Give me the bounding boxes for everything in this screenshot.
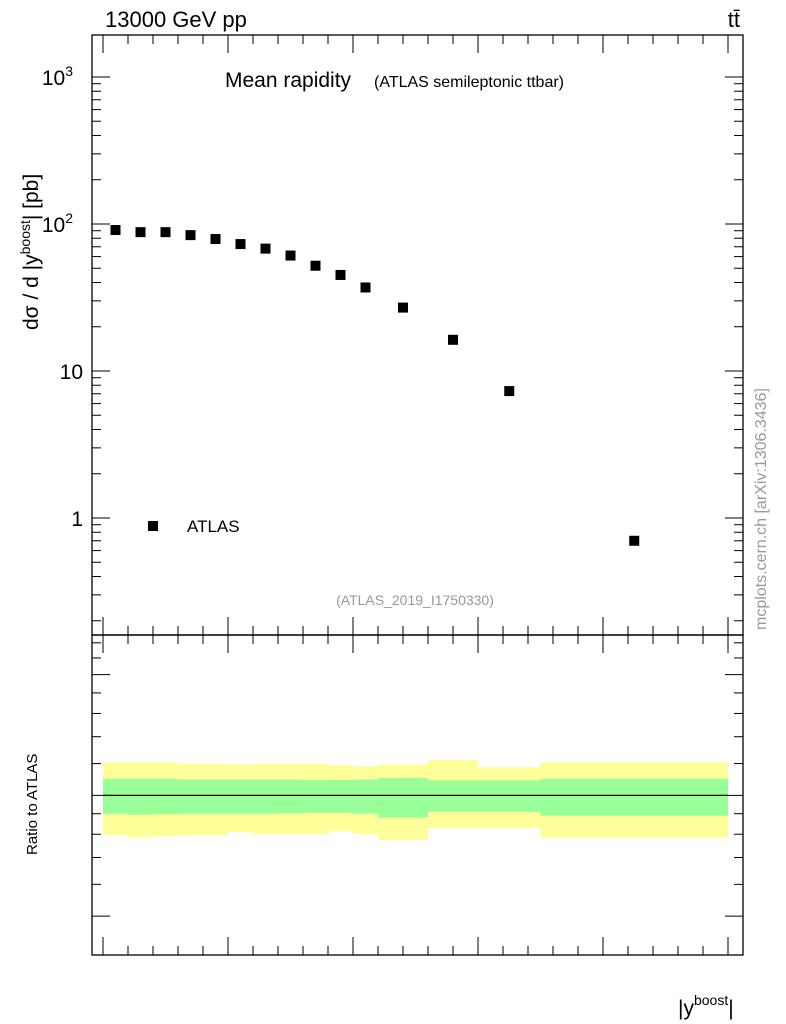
- data-point: [504, 386, 515, 397]
- inner-band: [278, 779, 303, 814]
- data-point: [210, 234, 221, 245]
- data-point: [135, 227, 146, 238]
- data-point: [629, 535, 640, 546]
- inner-band: [540, 778, 728, 816]
- legend-marker: [148, 521, 158, 531]
- inner-band: [103, 778, 128, 814]
- inner-band: [128, 778, 153, 815]
- y-axis-label: dσ / d |yboost| [pb]: [17, 174, 43, 330]
- y-tick-label: 102: [42, 210, 73, 237]
- analysis-id: (ATLAS_2019_I1750330): [336, 592, 494, 608]
- x-axis-label: |yboost|: [678, 992, 734, 1020]
- data-point: [260, 243, 271, 254]
- process-label: tt̄: [728, 7, 740, 32]
- inner-band: [203, 779, 228, 814]
- data-point: [235, 239, 246, 250]
- inner-band: [378, 777, 428, 818]
- chart-title: Mean rapidity: [225, 69, 352, 92]
- inner-band: [303, 779, 328, 813]
- inner-band: [328, 780, 353, 813]
- data-point: [335, 269, 346, 280]
- inner-band: [478, 780, 541, 812]
- y-tick-label: 103: [42, 63, 73, 90]
- inner-band: [428, 780, 478, 812]
- data-point: [448, 334, 458, 345]
- inner-band: [353, 779, 378, 814]
- data-point: [160, 227, 171, 238]
- inner-band: [228, 779, 253, 814]
- y-tick-label: 1: [71, 508, 83, 531]
- data-point: [110, 225, 121, 236]
- inner-band: [153, 778, 178, 815]
- ratio-axis-label: Ratio to ATLAS: [24, 754, 41, 855]
- side-label: mcplots.cern.ch [arXiv:1306.3436]: [753, 388, 770, 630]
- data-point: [185, 230, 196, 241]
- inner-band: [253, 779, 278, 814]
- data-point: [310, 260, 321, 271]
- inner-band: [178, 779, 203, 814]
- energy-label: 13000 GeV pp: [105, 7, 247, 32]
- data-point: [398, 302, 408, 313]
- chart-subtitle: (ATLAS semileptonic ttbar): [374, 74, 564, 91]
- legend-label: ATLAS: [187, 517, 240, 536]
- ratio-panel: [91, 634, 744, 956]
- data-point: [285, 250, 296, 261]
- y-tick-label: 10: [60, 361, 83, 384]
- data-point: [360, 282, 371, 293]
- main-frame: [91, 34, 744, 636]
